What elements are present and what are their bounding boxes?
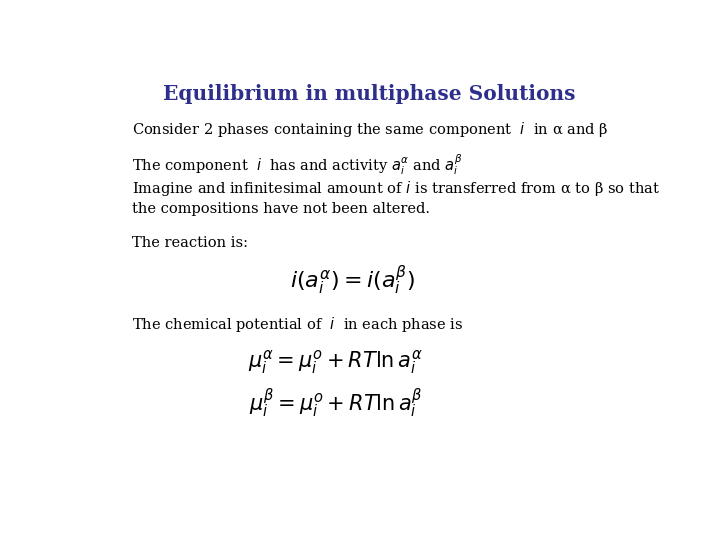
Text: $\mu^{\alpha}_{i} = \mu^{o}_{i} + RT\ln a^{\alpha}_{i}$: $\mu^{\alpha}_{i} = \mu^{o}_{i} + RT\ln … [248, 348, 423, 376]
Text: The reaction is:: The reaction is: [132, 236, 248, 250]
Text: Imagine and infinitesimal amount of $i$ is transferred from α to β so that: Imagine and infinitesimal amount of $i$ … [132, 179, 660, 198]
Text: $i(a^{\alpha}_{i}) = i(a^{\beta}_{i})$: $i(a^{\alpha}_{i}) = i(a^{\beta}_{i})$ [289, 264, 415, 297]
Text: Equilibrium in multiphase Solutions: Equilibrium in multiphase Solutions [163, 84, 575, 104]
Text: The component  $i$  has and activity $a^{\alpha}_{i}$ and $a^{\beta}_{i}$: The component $i$ has and activity $a^{\… [132, 152, 463, 177]
Text: the compositions have not been altered.: the compositions have not been altered. [132, 202, 430, 216]
Text: $\mu^{\beta}_{i} = \mu^{o}_{i} + RT\ln a^{\beta}_{i}$: $\mu^{\beta}_{i} = \mu^{o}_{i} + RT\ln a… [248, 387, 423, 420]
Text: Consider 2 phases containing the same component  $i$  in α and β: Consider 2 phases containing the same co… [132, 120, 608, 139]
Text: The chemical potential of  $i$  in each phase is: The chemical potential of $i$ in each ph… [132, 315, 463, 334]
